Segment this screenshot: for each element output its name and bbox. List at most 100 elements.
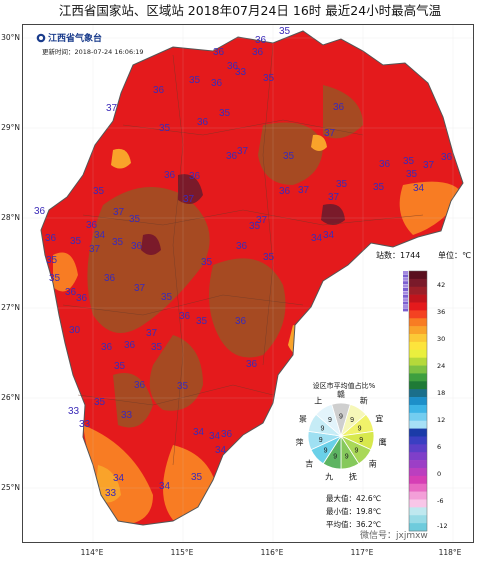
pie-slice-label: 吉 bbox=[305, 460, 313, 469]
pie-slice-value: 9 bbox=[324, 447, 328, 454]
pie-slice-value: 9 bbox=[359, 437, 363, 444]
pie-slice-label: 赣 bbox=[337, 389, 345, 399]
station-value: 37 bbox=[106, 103, 118, 114]
station-value: 35 bbox=[406, 169, 418, 180]
station-value: 35 bbox=[93, 186, 105, 197]
station-value: 36 bbox=[252, 47, 264, 58]
station-value: 35 bbox=[403, 156, 415, 167]
pie-slice-value: 9 bbox=[333, 454, 337, 461]
station-value: 37 bbox=[328, 192, 340, 203]
station-value: 35 bbox=[151, 342, 163, 353]
pie-slice-value: 9 bbox=[355, 447, 359, 454]
zone-38 bbox=[321, 204, 345, 225]
station-value: 35 bbox=[283, 151, 295, 162]
zone-34 bbox=[53, 252, 78, 292]
station-value: 34 bbox=[413, 183, 425, 194]
lat-label: 25°N bbox=[1, 483, 20, 492]
temperature-zones bbox=[53, 85, 463, 525]
legend-tick: 0 bbox=[437, 470, 442, 478]
lat-label: 26°N bbox=[1, 393, 20, 402]
zone-33 bbox=[95, 465, 121, 503]
legend-tier bbox=[403, 301, 408, 305]
station-value: 37 bbox=[237, 146, 249, 157]
logo: 江西省气象台 更新时间：2018-07-24 16:06:19 bbox=[36, 32, 166, 58]
update-time: 更新时间：2018-07-24 16:06:19 bbox=[42, 48, 144, 56]
station-value: 30 bbox=[69, 325, 81, 336]
station-value: 37 bbox=[423, 160, 435, 171]
legend-swatch bbox=[409, 523, 427, 532]
station-value: 37 bbox=[183, 194, 195, 205]
legend-swatch bbox=[409, 365, 427, 374]
station-value: 37 bbox=[89, 244, 101, 255]
station-value: 33 bbox=[68, 406, 80, 417]
lat-label: 28°N bbox=[1, 213, 20, 222]
station-value: 36 bbox=[76, 293, 88, 304]
legend-tick: 36 bbox=[437, 308, 446, 316]
station-value: 33 bbox=[79, 419, 91, 430]
map-title: 江西省国家站、区域站 2018年07月24日 16时 最近24小时最高气温 bbox=[58, 3, 442, 18]
station-value: 35 bbox=[159, 123, 171, 134]
legend-tier bbox=[403, 294, 408, 298]
max-value: 最大值：42.6℃ bbox=[326, 494, 382, 503]
lat-label: 27°N bbox=[1, 303, 20, 312]
station-value: 35 bbox=[263, 73, 275, 84]
legend-tier bbox=[403, 308, 408, 312]
station-value: 35 bbox=[191, 472, 203, 483]
avg-value: 平均值：36.2℃ bbox=[326, 520, 382, 529]
station-value: 35 bbox=[177, 381, 189, 392]
station-value: 36 bbox=[441, 152, 453, 163]
station-value: 36 bbox=[86, 220, 98, 231]
station-value: 36 bbox=[333, 102, 345, 113]
zone-38 bbox=[141, 234, 161, 255]
station-value: 35 bbox=[46, 255, 58, 266]
station-value: 35 bbox=[114, 361, 126, 372]
legend-swatch bbox=[409, 318, 427, 327]
station-value: 34 bbox=[215, 445, 227, 456]
legend-swatch bbox=[409, 381, 427, 390]
grid-lines bbox=[23, 25, 473, 542]
zone-37 bbox=[323, 85, 363, 139]
station-value: 36 bbox=[227, 61, 239, 72]
station-value: 36 bbox=[179, 311, 191, 322]
zone-37 bbox=[258, 122, 323, 185]
station-value: 37 bbox=[134, 283, 146, 294]
legend-swatch bbox=[409, 278, 427, 288]
station-value: 35 bbox=[373, 182, 385, 193]
station-value: 34 bbox=[311, 233, 323, 244]
station-value: 34 bbox=[94, 230, 106, 241]
legend-tier bbox=[403, 298, 408, 302]
station-value: 36 bbox=[246, 359, 258, 370]
station-value: 36 bbox=[101, 342, 113, 353]
station-value: 36 bbox=[45, 233, 57, 244]
station-value: 35 bbox=[336, 179, 348, 190]
station-value: 36 bbox=[65, 287, 77, 298]
station-value: 35 bbox=[196, 316, 208, 327]
legend-tier bbox=[403, 274, 408, 278]
station-value: 36 bbox=[211, 78, 223, 89]
legend-tier bbox=[403, 284, 408, 288]
zone-33 bbox=[311, 134, 327, 151]
legend-swatch bbox=[409, 349, 427, 358]
legend-swatch bbox=[409, 491, 427, 500]
legend-swatch bbox=[409, 271, 427, 280]
legend-tick: 18 bbox=[437, 389, 446, 397]
station-value: 37 bbox=[113, 207, 125, 218]
station-value: 34 bbox=[323, 230, 335, 241]
pie-slice-label: 上 bbox=[314, 397, 322, 406]
station-value: 36 bbox=[153, 85, 165, 96]
station-value: 35 bbox=[49, 273, 61, 284]
lon-label: 116°E bbox=[260, 548, 284, 557]
station-value: 36 bbox=[189, 171, 201, 182]
legend-swatch bbox=[409, 483, 427, 492]
station-value: 34 bbox=[209, 431, 221, 442]
city-average-pie: 9 赣 9 新 9 宜 9 鹰 9 南 9 抚 9 九 9 吉 9 萍 9 景 9 上 bbox=[295, 389, 386, 481]
min-value: 最小值：19.8℃ bbox=[326, 507, 382, 516]
legend-swatch bbox=[409, 397, 427, 406]
station-value: 36 bbox=[221, 429, 233, 440]
legend-border bbox=[408, 270, 428, 532]
province-border bbox=[40, 30, 464, 526]
station-value: 35 bbox=[189, 75, 201, 86]
pie-slice-value: 9 bbox=[358, 426, 362, 433]
station-value: 35 bbox=[161, 292, 173, 303]
